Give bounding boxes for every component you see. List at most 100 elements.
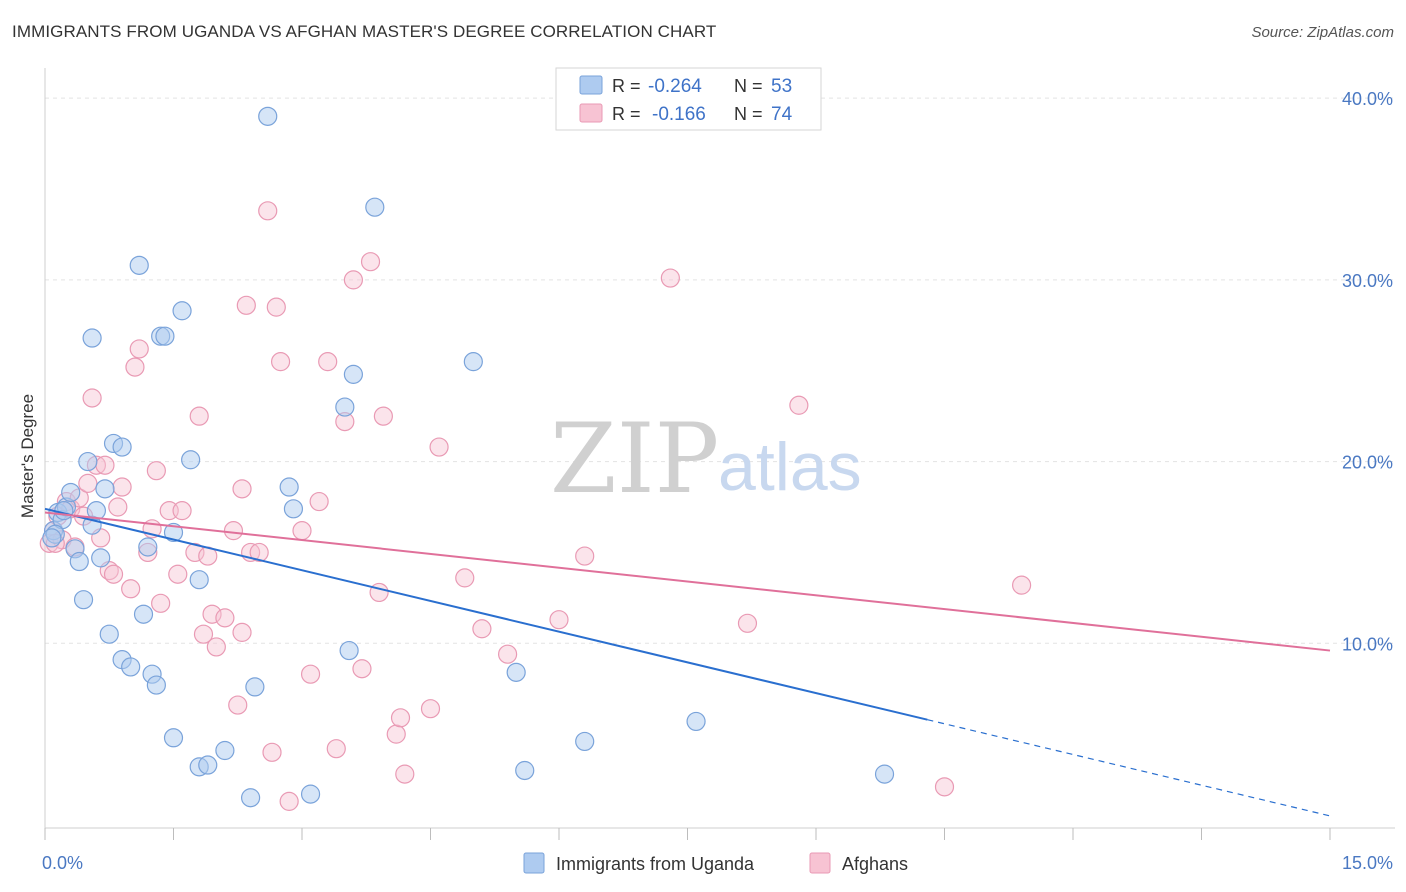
uganda-point	[300, 784, 321, 804]
uganda-point	[172, 301, 192, 321]
afghan-point	[112, 477, 132, 497]
afghan-point	[121, 579, 141, 599]
uganda-trend-line	[44, 507, 928, 721]
x-tick-label: 15.0%	[1342, 853, 1393, 873]
uganda-point	[198, 755, 218, 775]
uganda-points	[42, 106, 895, 808]
legend-afghan-swatch	[809, 852, 831, 874]
afghan-point	[232, 479, 252, 499]
uganda-point	[138, 537, 158, 557]
afghan-point	[108, 497, 128, 517]
uganda-point	[339, 640, 359, 661]
uganda-point	[575, 731, 595, 752]
afghan-point	[934, 777, 955, 797]
afghan-n-label: N =	[734, 104, 763, 124]
uganda-point	[112, 437, 132, 457]
afghan-point	[129, 339, 149, 359]
afghan-point	[789, 395, 809, 415]
stats-legend: R = -0.264 N = 53 R = -0.166 N = 74	[555, 67, 822, 131]
uganda-point	[163, 728, 184, 748]
afghan-point	[185, 542, 205, 563]
afghan-point	[660, 268, 680, 288]
uganda-point	[155, 326, 175, 346]
legend-uganda-label: Immigrants from Uganda	[556, 854, 755, 874]
legend-uganda-swatch	[523, 852, 545, 874]
uganda-r-label: R =	[612, 76, 641, 96]
afghan-r-value: -0.166	[652, 104, 706, 125]
afghan-point	[498, 644, 518, 664]
afghan-point	[215, 608, 235, 628]
afghan-point	[1011, 575, 1032, 595]
afghan-point	[103, 564, 124, 584]
uganda-point	[73, 590, 94, 610]
uganda-point	[61, 482, 81, 503]
afghan-point	[95, 455, 115, 475]
axes	[44, 68, 1395, 840]
uganda-point	[95, 479, 115, 499]
afghan-point	[549, 610, 569, 630]
uganda-point	[241, 788, 261, 808]
y-tick-label: 30.0%	[1342, 271, 1393, 291]
uganda-trend-extension	[927, 719, 1331, 817]
uganda-point	[343, 364, 363, 384]
uganda-swatch	[579, 75, 603, 95]
afghan-r-label: R =	[612, 104, 641, 124]
legend-afghan-label: Afghans	[842, 854, 908, 874]
afghan-point	[326, 739, 346, 759]
afghan-point	[258, 201, 278, 221]
uganda-point	[99, 624, 119, 644]
afghan-point	[146, 461, 166, 481]
afghan-point	[343, 270, 363, 290]
uganda-point	[121, 657, 141, 677]
afghan-point	[455, 568, 475, 588]
watermark: ZIP atlas	[550, 403, 862, 515]
x-tick-label: 0.0%	[42, 853, 83, 873]
afghan-point	[223, 521, 244, 541]
afghans-points	[39, 201, 1032, 811]
afghan-point	[360, 252, 381, 272]
uganda-point	[258, 106, 278, 126]
uganda-n-value: 53	[771, 76, 792, 97]
y-tick-label: 40.0%	[1342, 89, 1393, 109]
uganda-point	[515, 760, 535, 781]
uganda-point	[463, 352, 483, 372]
y-axis-label: Master's Degree	[18, 394, 37, 518]
chart-title: IMMIGRANTS FROM UGANDA VS AFGHAN MASTER'…	[12, 22, 717, 41]
trend-lines	[44, 507, 1331, 817]
uganda-point	[189, 570, 209, 590]
afghan-point	[232, 622, 252, 642]
afghan-point	[193, 624, 214, 644]
uganda-point	[245, 677, 265, 697]
afghan-point	[266, 297, 286, 317]
afghan-point	[429, 437, 449, 457]
afghan-point	[206, 637, 226, 657]
afghan-point	[262, 742, 282, 762]
y-tick-label: 20.0%	[1342, 453, 1393, 473]
afghan-point	[575, 546, 595, 566]
afghan-point	[82, 388, 102, 408]
source-credit: Source: ZipAtlas.com	[1251, 24, 1394, 41]
afghan-n-value: 74	[771, 104, 793, 125]
y-tick-label: 10.0%	[1342, 634, 1393, 654]
uganda-point	[163, 522, 184, 543]
afghan-point	[292, 521, 312, 541]
uganda-point	[335, 397, 355, 417]
uganda-point	[78, 451, 98, 472]
uganda-point	[86, 501, 107, 521]
uganda-point	[129, 255, 149, 275]
uganda-point	[54, 501, 74, 521]
afghan-point	[373, 406, 393, 426]
uganda-point	[146, 675, 166, 695]
uganda-point	[279, 477, 299, 497]
uganda-r-value: -0.264	[648, 76, 702, 97]
afghan-point	[125, 357, 145, 377]
afghan-point	[309, 491, 329, 512]
uganda-point	[181, 450, 201, 470]
uganda-point	[82, 328, 102, 348]
afghan-point	[300, 664, 321, 684]
afghan-point	[352, 659, 372, 679]
afghan-point	[151, 593, 171, 613]
afghan-point	[279, 791, 299, 811]
afghan-point	[395, 764, 415, 784]
